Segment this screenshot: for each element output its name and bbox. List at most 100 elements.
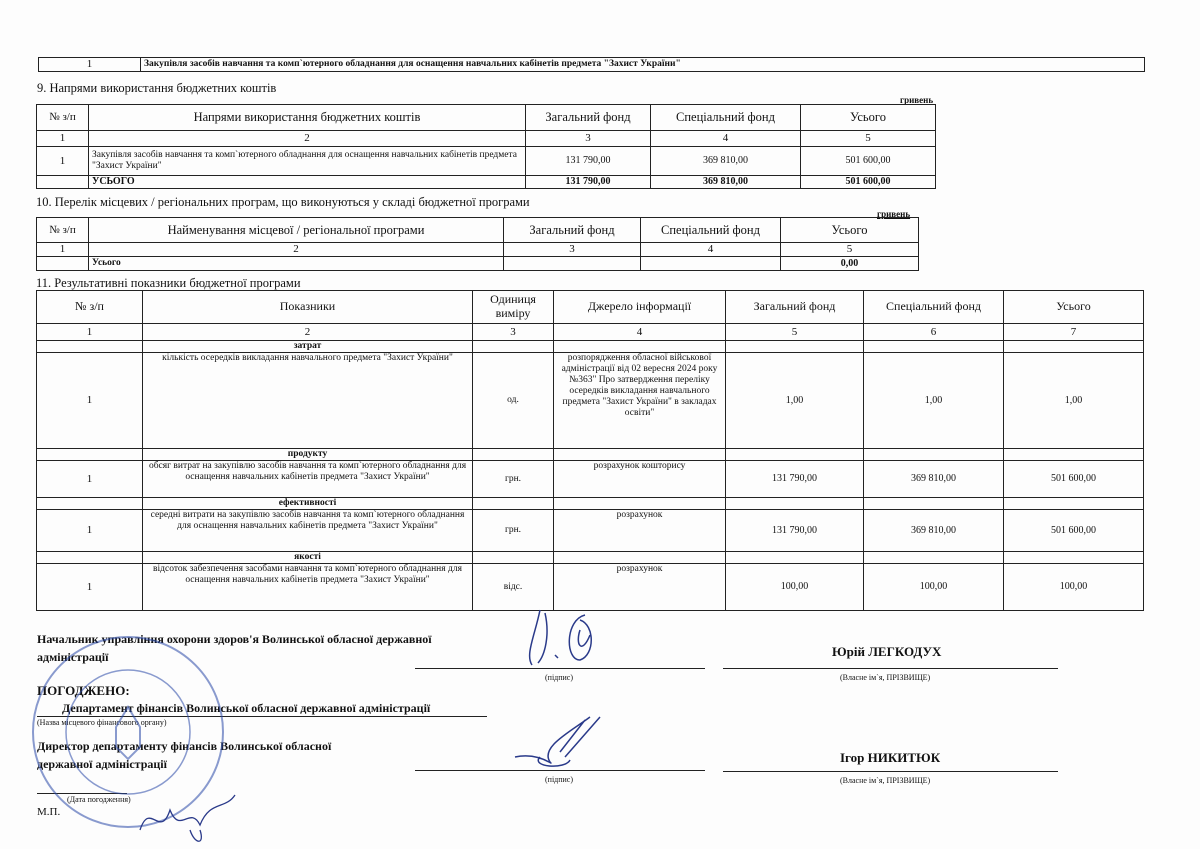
head-name: Юрій ЛЕГКОДУХ [832,644,942,659]
row-general: 131 790,00 [725,460,864,498]
header-total: Усього [1003,290,1144,324]
header-num: № з/п [36,104,89,131]
sign-caption: (підпис) [545,673,574,682]
col-num: 2 [88,242,504,257]
total-label: Усього [88,256,504,271]
row-source: розрахунок кошторису [553,460,726,498]
total-special: 369 810,00 [650,175,801,189]
header-indicators: Показники [142,290,473,324]
header-num: № з/п [36,217,89,243]
section10-title: 10. Перелік місцевих / регіональних прог… [36,195,530,209]
row-source: розрахунок [553,563,726,611]
row-general: 131 790,00 [725,509,864,552]
col-num: 6 [863,323,1004,341]
top-row-num: 1 [38,57,141,72]
col-num: 5 [725,323,864,341]
header-unit: Одиниця виміру [472,290,554,324]
name-caption: (Власне ім`я, ПРІЗВИЩЕ) [840,673,931,682]
group-row: продукту [36,448,1144,461]
agreed-label: ПОГОДЖЕНО: [37,683,130,698]
row-unit: грн. [472,509,554,552]
total-label: УСЬОГО [88,175,526,189]
col-num: 5 [800,130,936,147]
section9-title: 9. Напрями використання бюджетних коштів [37,81,277,95]
header-special: Спеціальний фонд [863,290,1004,324]
table-row: 1 Закупівля засобів навчання та комп`юте… [36,146,936,176]
mp-label: М.П. [37,806,61,818]
row-num: 1 [36,352,143,449]
row-source: розпорядження обласної військової адміні… [553,352,726,449]
total-row: УСЬОГО 131 790,00 369 810,00 501 600,00 [36,175,936,189]
row-special: 100,00 [863,563,1004,611]
section11-title: 11. Результативні показники бюджетної пр… [36,276,301,290]
row-num: 1 [36,563,143,611]
header-total: Усього [800,104,936,131]
header-general: Загальний фонд [503,217,641,243]
header-total: Усього [780,217,919,243]
group-name: ефективності [142,497,473,510]
signature-3 [139,794,236,842]
group-row: ефективності [36,497,1144,510]
row-unit: відс. [472,563,554,611]
header-special: Спеціальний фонд [640,217,781,243]
row-special: 369 810,00 [650,146,801,176]
col-num: 3 [472,323,554,341]
director-name: Ігор НИКИТЮК [840,750,941,765]
row-total: 501 600,00 [800,146,936,176]
group-name: продукту [142,448,473,461]
row-general: 100,00 [725,563,864,611]
section9-table: № з/п Напрями використання бюджетних кош… [36,104,936,189]
col-num: 1 [36,323,143,341]
col-num: 7 [1003,323,1144,341]
group-name: затрат [142,340,473,353]
row-general: 131 790,00 [525,146,651,176]
row-general: 1,00 [725,352,864,449]
section10-table: № з/п Найменування місцевої / регіональн… [36,217,919,271]
top-row-table: 1 Закупівля засобів навчання та комп`ютер… [38,57,1145,72]
header-special: Спеціальний фонд [650,104,801,131]
total-general: 131 790,00 [525,175,651,189]
name-caption-2: (Власне ім`я, ПРІЗВИЩЕ) [840,776,931,785]
group-name: якості [142,551,473,564]
row-source: розрахунок [553,509,726,552]
signature-1 [528,609,592,666]
col-num: 5 [780,242,919,257]
group-row: якості [36,551,1144,564]
row-indicator: середні витрати на закупівлю засобів нав… [142,509,473,552]
row-indicator: кількість осередків викладання навчально… [142,352,473,449]
row-unit: грн. [472,460,554,498]
head-title: Начальник управління охорони здоров'я Во… [37,632,432,664]
row-total: 501 600,00 [1003,460,1144,498]
col-num: 1 [36,242,89,257]
col-num: 4 [553,323,726,341]
row-num: 1 [36,146,89,176]
section10-unit: гривень [877,209,911,219]
col-num: 4 [640,242,781,257]
director-title: Директор департаменту фінансів Волинсько… [37,739,332,771]
total-total: 0,00 [780,256,919,271]
header-direction: Напрями використання бюджетних коштів [88,104,526,131]
official-stamp [32,636,224,828]
total-total: 501 600,00 [800,175,936,189]
col-num: 4 [650,130,801,147]
table-row: 1 обсяг витрат на закупівлю засобів навча… [36,460,1144,498]
row-name: Закупівля засобів навчання та комп`ютерн… [88,146,526,176]
section11-table: № з/п Показники Одиниця виміру Джерело і… [36,290,1144,611]
row-special: 369 810,00 [863,509,1004,552]
row-unit: од. [472,352,554,449]
col-num: 2 [142,323,473,341]
row-num: 1 [36,509,143,552]
row-total: 501 600,00 [1003,509,1144,552]
sign-caption-2: (підпис) [545,775,574,784]
col-num: 2 [88,130,526,147]
col-num: 1 [36,130,89,147]
section9-unit: гривень [900,95,934,105]
signature-2 [514,716,601,767]
finance-caption: (Назва місцевого фінансового органу) [37,718,167,727]
row-total: 1,00 [1003,352,1144,449]
group-row: затрат [36,340,1144,353]
row-special: 369 810,00 [863,460,1004,498]
date-caption: (Дата погодження) [67,795,131,804]
finance-dept: Департамент фінансів Волинської обласної… [62,701,431,715]
header-general: Загальний фонд [525,104,651,131]
